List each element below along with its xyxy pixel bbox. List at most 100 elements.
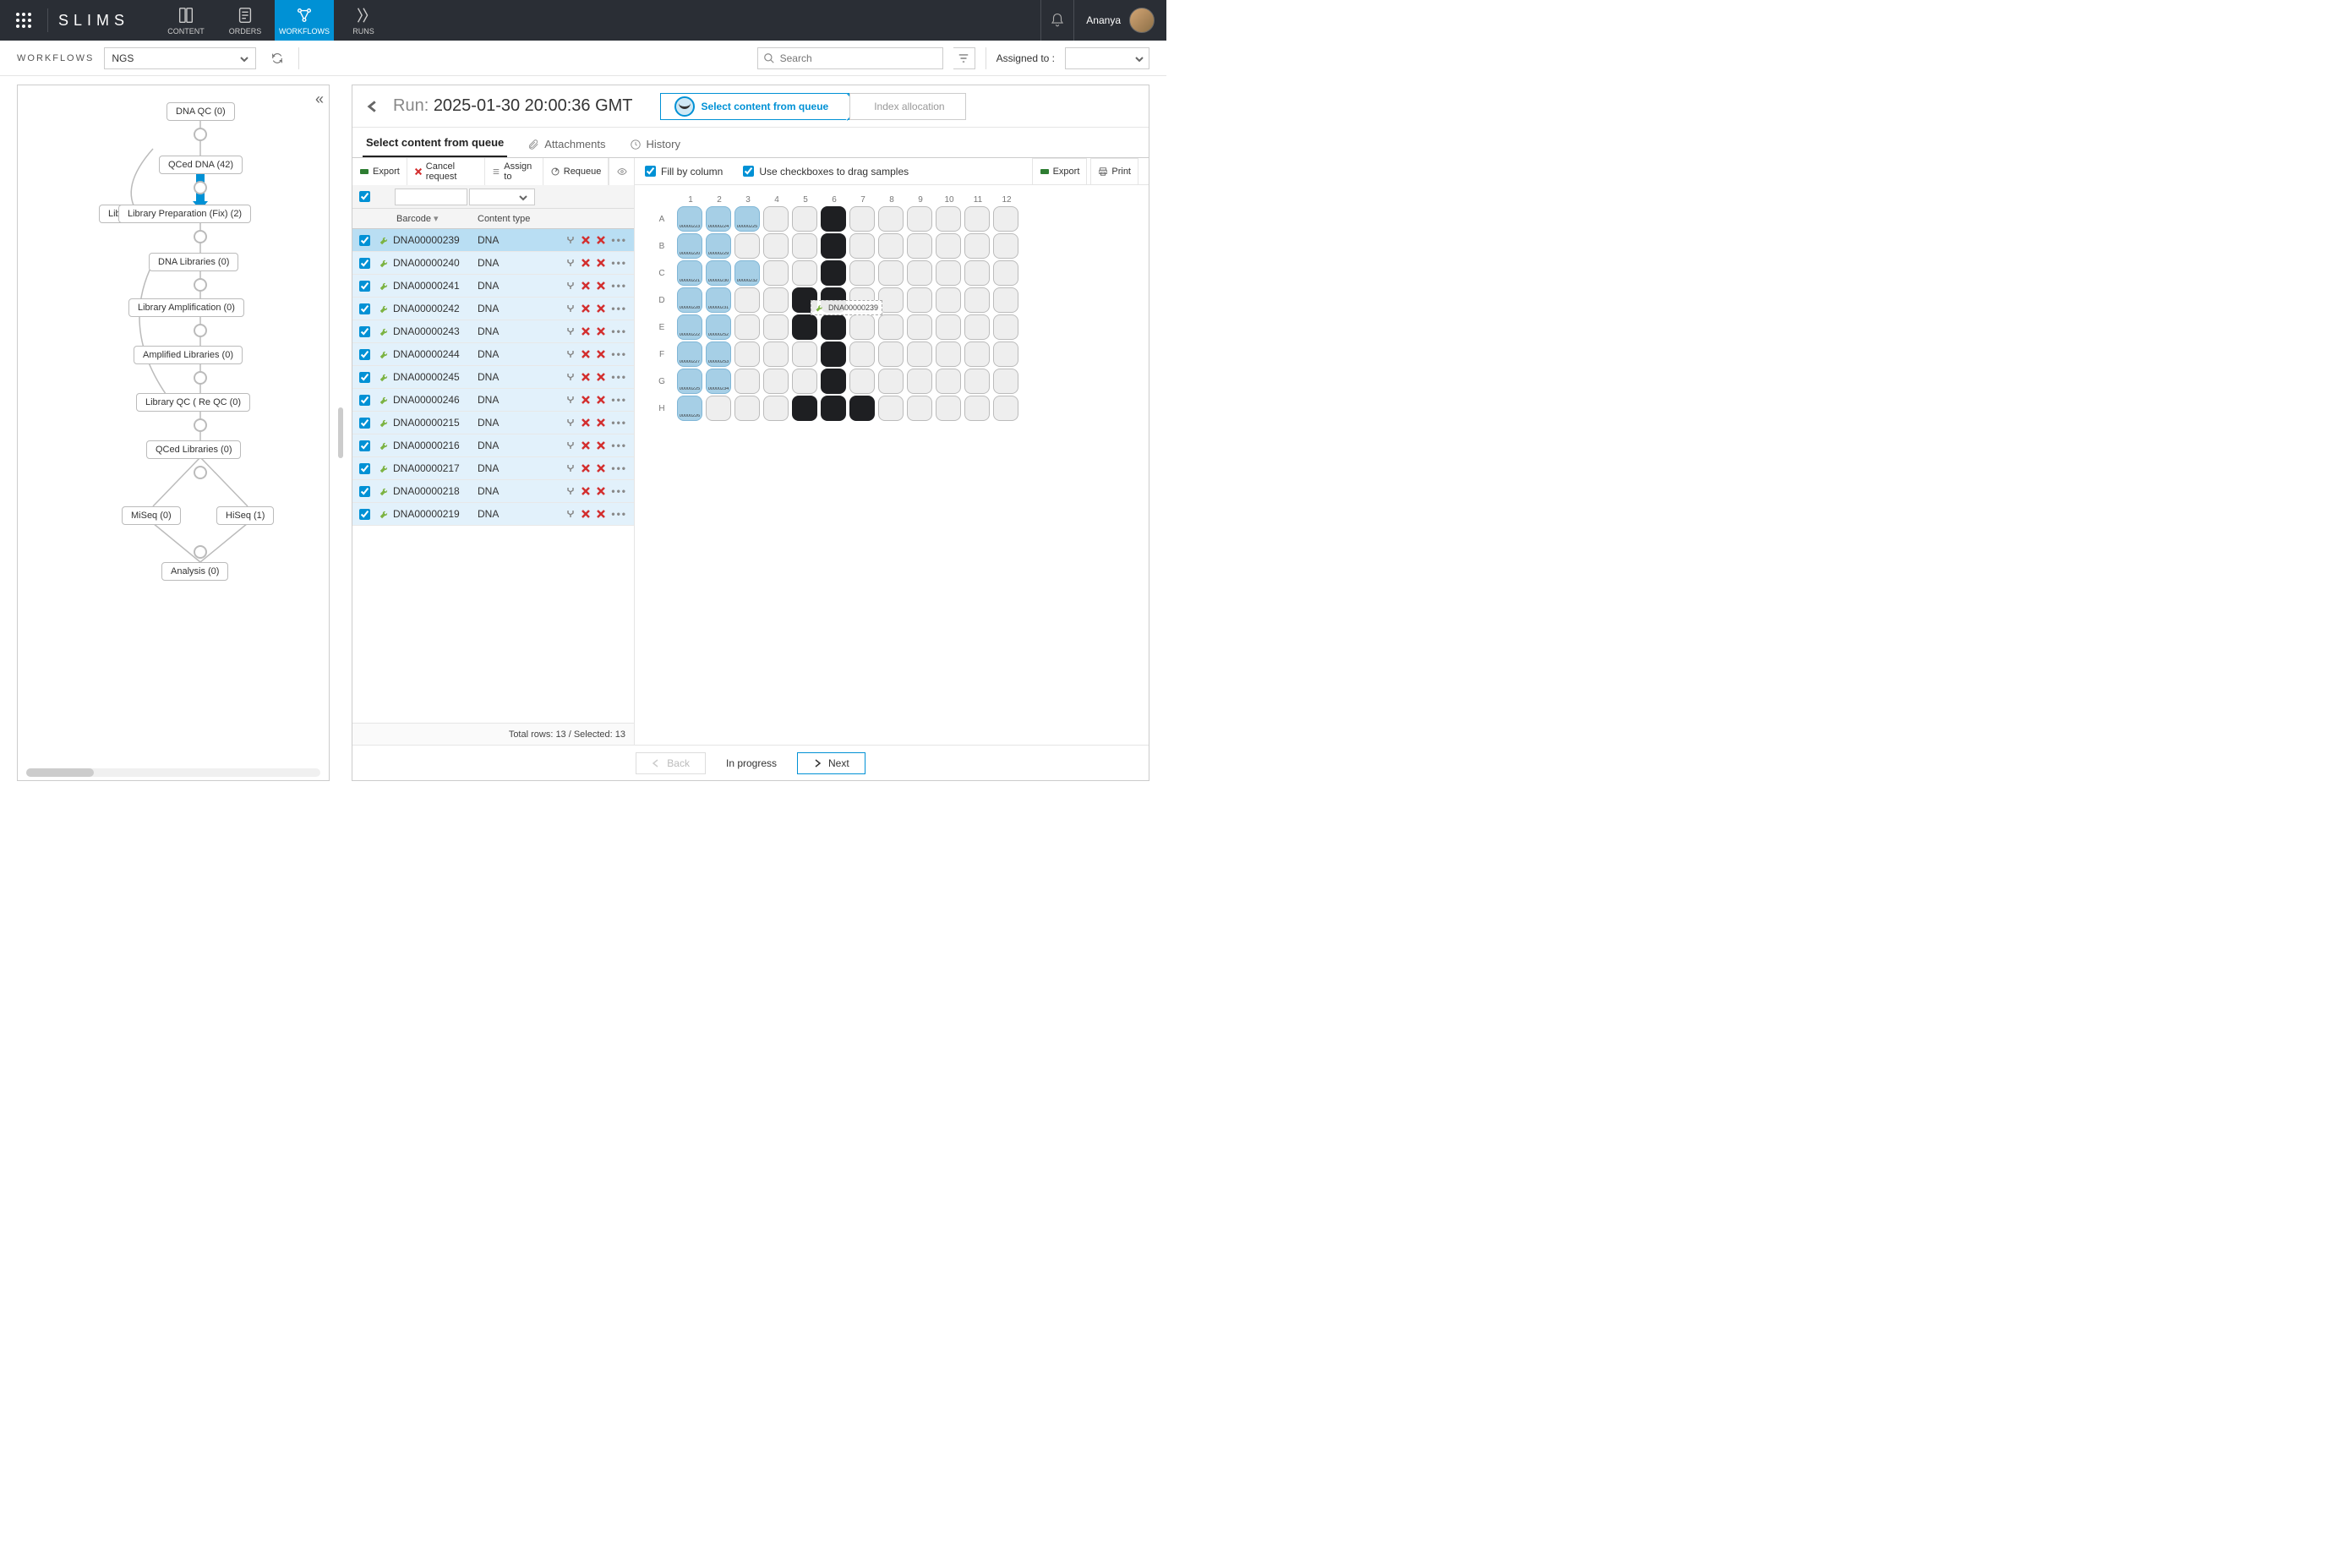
well-A2[interactable]: 00000224 <box>706 206 731 232</box>
more-icon[interactable]: ••• <box>611 508 627 520</box>
well-H6[interactable] <box>821 396 846 421</box>
delete-icon[interactable] <box>596 258 606 268</box>
queue-row[interactable]: DNA00000242DNA••• <box>352 298 634 320</box>
well-E3[interactable] <box>734 314 760 340</box>
queue-row[interactable]: DNA00000217DNA••• <box>352 457 634 480</box>
more-icon[interactable]: ••• <box>611 417 627 429</box>
queue-row[interactable]: DNA00000215DNA••• <box>352 412 634 434</box>
remove-icon[interactable] <box>581 395 591 405</box>
barcode-filter-input[interactable] <box>395 188 467 205</box>
header-barcode[interactable]: Barcode ▾ <box>393 213 478 224</box>
well-G9[interactable] <box>907 369 932 394</box>
delete-icon[interactable] <box>596 509 606 519</box>
well-F11[interactable] <box>964 341 990 367</box>
well-A10[interactable] <box>936 206 961 232</box>
well-F9[interactable] <box>907 341 932 367</box>
wf-node-libamp[interactable]: Library Amplification (0) <box>128 298 244 317</box>
fill-by-column-toggle[interactable]: Fill by column <box>645 166 723 178</box>
well-H9[interactable] <box>907 396 932 421</box>
queue-row[interactable]: DNA00000243DNA••• <box>352 320 634 343</box>
well-F3[interactable] <box>734 341 760 367</box>
well-H7[interactable] <box>849 396 875 421</box>
well-D2[interactable]: 00000231 <box>706 287 731 313</box>
notifications-button[interactable] <box>1040 0 1074 41</box>
well-G5[interactable] <box>792 369 817 394</box>
more-icon[interactable]: ••• <box>611 280 627 292</box>
well-C3[interactable]: 00000232 <box>734 260 760 286</box>
well-G11[interactable] <box>964 369 990 394</box>
step-1[interactable]: Index allocation <box>849 93 965 120</box>
more-icon[interactable]: ••• <box>611 257 627 269</box>
well-C12[interactable] <box>993 260 1018 286</box>
well-A8[interactable] <box>878 206 904 232</box>
well-C10[interactable] <box>936 260 961 286</box>
well-H8[interactable] <box>878 396 904 421</box>
well-F1[interactable]: 00000227 <box>677 341 702 367</box>
well-H12[interactable] <box>993 396 1018 421</box>
drag-checkboxes-toggle[interactable]: Use checkboxes to drag samples <box>743 166 909 178</box>
well-D4[interactable] <box>763 287 789 313</box>
wf-node-dnaqc[interactable]: DNA QC (0) <box>167 102 235 121</box>
well-D10[interactable] <box>936 287 961 313</box>
row-checkbox[interactable] <box>359 372 370 383</box>
user-menu[interactable]: Ananya <box>1074 8 1166 33</box>
wf-node-qcedlib[interactable]: QCed Libraries (0) <box>146 440 241 459</box>
delete-icon[interactable] <box>596 372 606 382</box>
row-checkbox[interactable] <box>359 326 370 337</box>
well-B1[interactable]: 00000220 <box>677 233 702 259</box>
well-B2[interactable]: 00000229 <box>706 233 731 259</box>
well-D3[interactable] <box>734 287 760 313</box>
well-C8[interactable] <box>878 260 904 286</box>
well-C2[interactable]: 00000230 <box>706 260 731 286</box>
well-D11[interactable] <box>964 287 990 313</box>
well-B9[interactable] <box>907 233 932 259</box>
back-step-button[interactable]: Back <box>636 752 706 774</box>
well-G8[interactable] <box>878 369 904 394</box>
refresh-button[interactable] <box>266 47 288 69</box>
plate-export-button[interactable]: Export <box>1032 158 1088 185</box>
well-A3[interactable]: 00000225 <box>734 206 760 232</box>
requeue-button[interactable]: Requeue <box>543 158 609 185</box>
app-menu-button[interactable] <box>10 7 37 34</box>
nav-runs[interactable]: RUNS <box>334 0 393 41</box>
well-F6[interactable] <box>821 341 846 367</box>
assign-to-button[interactable]: Assign to <box>485 158 543 185</box>
remove-icon[interactable] <box>581 486 591 496</box>
row-checkbox[interactable] <box>359 509 370 520</box>
fork-icon[interactable] <box>565 463 576 473</box>
well-E1[interactable]: 00000222 <box>677 314 702 340</box>
well-H2[interactable] <box>706 396 731 421</box>
nav-content[interactable]: CONTENT <box>156 0 216 41</box>
filter-button[interactable] <box>953 47 975 69</box>
queue-row[interactable]: DNA00000218DNA••• <box>352 480 634 503</box>
wf-node-libqc[interactable]: Library QC ( Re QC (0) <box>136 393 250 412</box>
wf-node-miseq[interactable]: MiSeq (0) <box>122 506 181 525</box>
step-0[interactable]: Select content from queue <box>660 93 850 120</box>
more-icon[interactable]: ••• <box>611 440 627 451</box>
well-H5[interactable] <box>792 396 817 421</box>
tab-attachments[interactable]: Attachments <box>524 131 609 157</box>
well-B12[interactable] <box>993 233 1018 259</box>
workflow-select[interactable]: NGS <box>104 47 256 69</box>
delete-icon[interactable] <box>596 281 606 291</box>
well-B5[interactable] <box>792 233 817 259</box>
well-E10[interactable] <box>936 314 961 340</box>
fork-icon[interactable] <box>565 486 576 496</box>
well-H3[interactable] <box>734 396 760 421</box>
nav-workflows[interactable]: WORKFLOWS <box>275 0 334 41</box>
well-A6[interactable] <box>821 206 846 232</box>
well-E6[interactable] <box>821 314 846 340</box>
wf-node-libprep2[interactable]: Library Preparation (Fix) (2) <box>118 205 251 223</box>
remove-icon[interactable] <box>581 349 591 359</box>
more-icon[interactable]: ••• <box>611 394 627 406</box>
well-E12[interactable] <box>993 314 1018 340</box>
wf-node-hiseq[interactable]: HiSeq (1) <box>216 506 274 525</box>
delete-icon[interactable] <box>596 486 606 496</box>
well-F12[interactable] <box>993 341 1018 367</box>
well-E8[interactable] <box>878 314 904 340</box>
queue-row[interactable]: DNA00000216DNA••• <box>352 434 634 457</box>
remove-icon[interactable] <box>581 281 591 291</box>
well-A7[interactable] <box>849 206 875 232</box>
well-E9[interactable] <box>907 314 932 340</box>
delete-icon[interactable] <box>596 395 606 405</box>
